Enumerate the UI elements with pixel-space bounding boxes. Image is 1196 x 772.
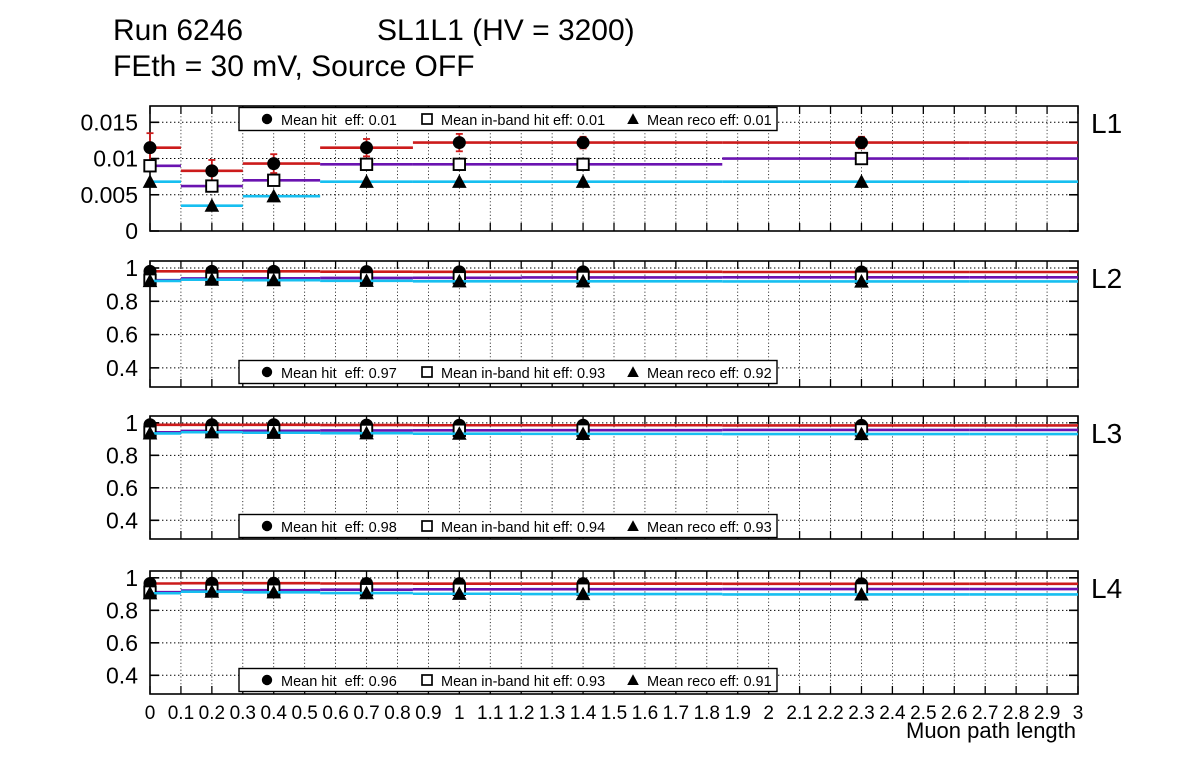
svg-text:0.7: 0.7: [353, 703, 379, 724]
svg-text:Run 6246: Run 6246: [113, 14, 243, 47]
svg-text:2.7: 2.7: [972, 703, 998, 724]
svg-text:1: 1: [125, 565, 138, 591]
svg-text:0: 0: [145, 703, 156, 724]
svg-text:0.3: 0.3: [230, 703, 256, 724]
svg-text:1.3: 1.3: [539, 703, 565, 724]
svg-text:L3: L3: [1091, 418, 1122, 449]
svg-text:SL1L1 (HV = 3200): SL1L1 (HV = 3200): [377, 14, 635, 47]
svg-text:1: 1: [454, 703, 465, 724]
svg-text:2.2: 2.2: [817, 703, 843, 724]
svg-text:1.5: 1.5: [601, 703, 627, 724]
svg-text:2.5: 2.5: [910, 703, 936, 724]
svg-text:Mean hit eff: 0.97: Mean hit eff: 0.97: [281, 366, 397, 382]
svg-text:L2: L2: [1091, 263, 1122, 294]
svg-text:L4: L4: [1091, 573, 1122, 604]
svg-text:0.8: 0.8: [106, 288, 138, 314]
svg-text:3: 3: [1073, 703, 1084, 724]
svg-text:0.5: 0.5: [291, 703, 317, 724]
svg-text:Mean in-band hit eff: 0.94: Mean in-band hit eff: 0.94: [441, 520, 605, 536]
svg-text:Mean reco eff: 0.91: Mean reco eff: 0.91: [647, 674, 772, 690]
svg-text:1.8: 1.8: [694, 703, 720, 724]
svg-text:0.4: 0.4: [106, 355, 138, 381]
svg-text:Mean reco eff: 0.01: Mean reco eff: 0.01: [647, 113, 772, 129]
svg-text:2.4: 2.4: [879, 703, 906, 724]
svg-text:1.1: 1.1: [477, 703, 503, 724]
svg-text:0.8: 0.8: [384, 703, 410, 724]
svg-text:0.005: 0.005: [80, 182, 138, 208]
svg-text:2.3: 2.3: [848, 703, 874, 724]
svg-text:2.9: 2.9: [1034, 703, 1060, 724]
svg-text:0: 0: [125, 218, 138, 244]
svg-text:0.6: 0.6: [322, 703, 348, 724]
svg-text:0.6: 0.6: [106, 630, 138, 656]
svg-text:2.8: 2.8: [1003, 703, 1029, 724]
svg-text:0.2: 0.2: [199, 703, 225, 724]
svg-text:Mean reco eff: 0.92: Mean reco eff: 0.92: [647, 366, 772, 382]
svg-text:1: 1: [125, 410, 138, 436]
svg-text:1.6: 1.6: [632, 703, 658, 724]
svg-text:2: 2: [763, 703, 774, 724]
svg-text:FEth = 30 mV, Source OFF: FEth = 30 mV, Source OFF: [113, 50, 475, 83]
svg-text:L1: L1: [1091, 108, 1122, 139]
svg-text:Mean hit eff: 0.96: Mean hit eff: 0.96: [281, 674, 397, 690]
svg-text:Mean in-band hit eff: 0.93: Mean in-band hit eff: 0.93: [441, 366, 605, 382]
svg-text:1.7: 1.7: [663, 703, 689, 724]
svg-text:0.6: 0.6: [106, 322, 138, 348]
svg-text:0.4: 0.4: [106, 662, 138, 688]
svg-text:0.9: 0.9: [415, 703, 441, 724]
svg-text:Mean in-band hit eff: 0.01: Mean in-band hit eff: 0.01: [441, 113, 605, 129]
svg-text:0.8: 0.8: [106, 442, 138, 468]
svg-text:1: 1: [125, 255, 138, 281]
svg-text:0.4: 0.4: [106, 507, 138, 533]
svg-text:Mean hit eff: 0.98: Mean hit eff: 0.98: [281, 520, 397, 536]
svg-text:Mean reco eff: 0.93: Mean reco eff: 0.93: [647, 520, 772, 536]
svg-text:1.9: 1.9: [725, 703, 751, 724]
svg-text:0.015: 0.015: [80, 109, 138, 135]
svg-text:Mean in-band hit eff: 0.93: Mean in-band hit eff: 0.93: [441, 674, 605, 690]
svg-text:0.4: 0.4: [261, 703, 288, 724]
svg-text:1.2: 1.2: [508, 703, 534, 724]
svg-text:1.4: 1.4: [570, 703, 597, 724]
svg-text:2.1: 2.1: [786, 703, 812, 724]
svg-text:0.1: 0.1: [168, 703, 194, 724]
svg-text:0.6: 0.6: [106, 475, 138, 501]
svg-text:0.01: 0.01: [93, 146, 138, 172]
svg-text:Mean hit eff: 0.01: Mean hit eff: 0.01: [281, 113, 397, 129]
svg-text:2.6: 2.6: [941, 703, 967, 724]
svg-text:0.8: 0.8: [106, 597, 138, 623]
